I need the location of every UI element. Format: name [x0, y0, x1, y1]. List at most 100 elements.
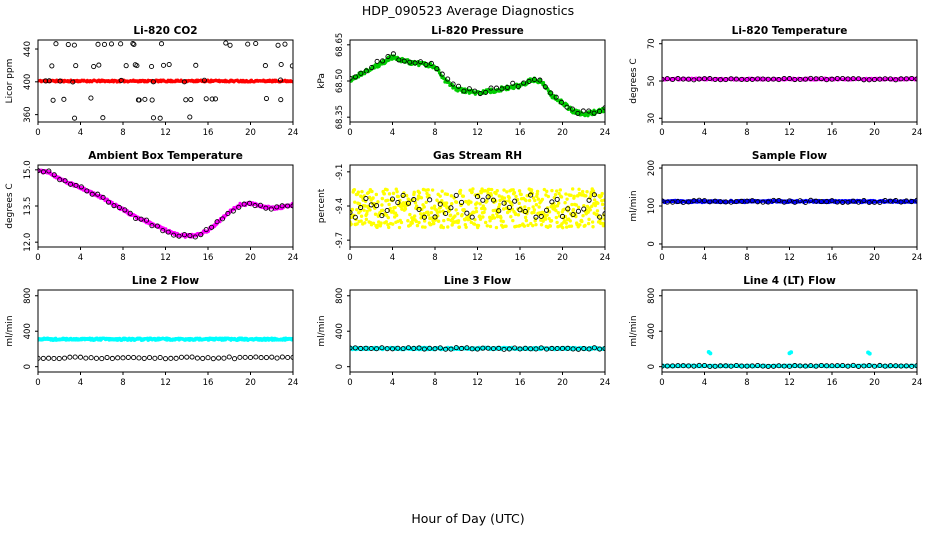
series-halfhour-averages [662, 75, 917, 83]
x-tick-label: 4 [390, 128, 395, 138]
x-tick-label: 20 [869, 128, 880, 138]
x-tick-label: 8 [120, 378, 125, 388]
x-tick-label: 16 [515, 128, 526, 138]
x-tick-label: 20 [557, 128, 568, 138]
y-tick-label: 68.35 [335, 105, 345, 129]
series-halfhour-averages [43, 40, 293, 121]
x-tick-label: 20 [557, 253, 568, 263]
series-layer [350, 51, 605, 118]
series-layer [662, 350, 917, 369]
y-tick-label: 0 [647, 364, 657, 369]
x-tick-label: 20 [557, 378, 568, 388]
y-tick-label: 440 [23, 41, 33, 57]
series-layer [38, 168, 293, 240]
chart-line-3-flow: Line 3 Flow 0 4 8 12 16 20 24 0 400 800 ml/min [317, 275, 611, 388]
x-tick-label: 24 [600, 378, 611, 388]
x-tick-label: 12 [472, 378, 483, 388]
x-tick-label: 8 [432, 128, 437, 138]
y-axis-title: ml/min [629, 190, 639, 221]
x-tick-label: 24 [600, 253, 611, 263]
y-tick-label: 0 [335, 364, 345, 369]
x-tick-label: 12 [472, 128, 483, 138]
x-tick-label: 12 [784, 128, 795, 138]
series-minute-data [38, 336, 293, 342]
series-halfhour-averages [38, 168, 293, 240]
series-minute-data [38, 78, 293, 84]
series-layer [38, 40, 293, 121]
series-halfhour-averages [350, 192, 605, 220]
x-tick-label: 8 [120, 253, 125, 263]
plot-frame [661, 39, 918, 123]
x-tick-label: 0 [347, 378, 352, 388]
series-halfhour-averages [350, 51, 605, 116]
chart-line-4-lt-flow: Line 4 (LT) Flow 0 4 8 12 16 20 24 0 400 800 ml/min [629, 275, 922, 388]
y-axis-title: ml/min [629, 315, 639, 346]
y-axis-title: degrees C [629, 58, 639, 103]
x-tick-label: 8 [120, 128, 125, 138]
plot-title: Gas Stream RH [433, 150, 522, 162]
x-tick-label: 16 [515, 378, 526, 388]
y-tick-label: 400 [23, 323, 33, 339]
y-tick-label: 30 [647, 113, 657, 124]
x-tick-label: 0 [35, 128, 40, 138]
y-axis-title: ml/min [317, 315, 327, 346]
x-tick-label: 4 [702, 378, 707, 388]
x-tick-label: 4 [702, 128, 707, 138]
x-tick-label: 20 [869, 378, 880, 388]
x-tick-label: 16 [203, 378, 214, 388]
chart-li820-pressure: Li-820 Pressure 0 4 8 12 16 20 24 68.35 68.50 68.6… [317, 25, 610, 138]
x-tick-label: 0 [347, 128, 352, 138]
y-tick-label: 50 [647, 76, 657, 87]
x-tick-label: 20 [245, 128, 256, 138]
y-axis-title: percent [317, 188, 327, 223]
plot-frame [37, 164, 294, 248]
y-tick-label: 800 [647, 288, 657, 304]
y-tick-label: 0 [647, 241, 657, 246]
y-axis-title: kPa [317, 73, 327, 89]
chart-li820-co2: Li-820 CO2 0 4 8 12 16 20 24 360 400 440 Licor ppm [5, 25, 298, 138]
y-tick-label: -9.1 [335, 164, 345, 181]
plot-frame [661, 289, 918, 373]
x-tick-label: 16 [827, 128, 838, 138]
plot-title: Li-820 CO2 [133, 25, 197, 37]
x-tick-label: 8 [744, 253, 749, 263]
series-halfhour-averages [38, 354, 293, 362]
y-tick-label: 360 [23, 107, 33, 123]
y-tick-label: 15.0 [23, 160, 33, 179]
x-tick-label: 24 [288, 253, 299, 263]
x-tick-label: 8 [744, 378, 749, 388]
x-tick-label: 4 [78, 128, 83, 138]
y-tick-label: -9.4 [335, 198, 345, 215]
plot-title: Ambient Box Temperature [88, 150, 243, 162]
x-tick-label: 16 [827, 378, 838, 388]
y-tick-label: 68.65 [335, 33, 345, 57]
x-tick-label: 20 [245, 378, 256, 388]
x-tick-label: 16 [203, 128, 214, 138]
plot-title: Sample Flow [752, 150, 827, 162]
chart-ambient-box-temperature: Ambient Box Temperature 0 4 8 12 16 20 24 12.0 13… [5, 150, 299, 263]
y-tick-label: 0 [23, 364, 33, 369]
chart-li820-temperature: Li-820 Temperature 0 4 8 12 16 20 24 30 50 70 degre… [629, 25, 922, 138]
x-tick-label: 8 [744, 128, 749, 138]
series-layer [662, 197, 917, 206]
charts-grid: Li-820 CO2 0 4 8 12 16 20 24 360 400 440 Licor ppm … [0, 24, 936, 399]
chart-gas-stream-rh: Gas Stream RH 0 4 8 12 16 20 24 -9.7 -9.4 -9.1 perc… [317, 150, 611, 263]
y-tick-label: 100 [647, 198, 657, 214]
chart-sample-flow: Sample Flow 0 4 8 12 16 20 24 0 100 200 ml/min [629, 150, 922, 263]
series-layer [662, 75, 917, 83]
y-tick-label: 800 [23, 288, 33, 304]
figure-title: HDP_090523 Average Diagnostics [361, 3, 575, 18]
x-tick-label: 16 [827, 253, 838, 263]
y-tick-label: 800 [335, 288, 345, 304]
plot-frame [349, 289, 606, 373]
x-tick-label: 16 [515, 253, 526, 263]
series-halfhour-averages [662, 362, 917, 369]
y-tick-label: 400 [23, 74, 33, 90]
plot-title: Li-820 Temperature [732, 25, 848, 37]
y-tick-label: 13.5 [23, 197, 33, 216]
x-tick-label: 0 [35, 378, 40, 388]
series-layer [350, 187, 605, 230]
x-tick-label: 8 [432, 253, 437, 263]
x-tick-label: 4 [702, 253, 707, 263]
y-tick-label: 200 [647, 160, 657, 176]
